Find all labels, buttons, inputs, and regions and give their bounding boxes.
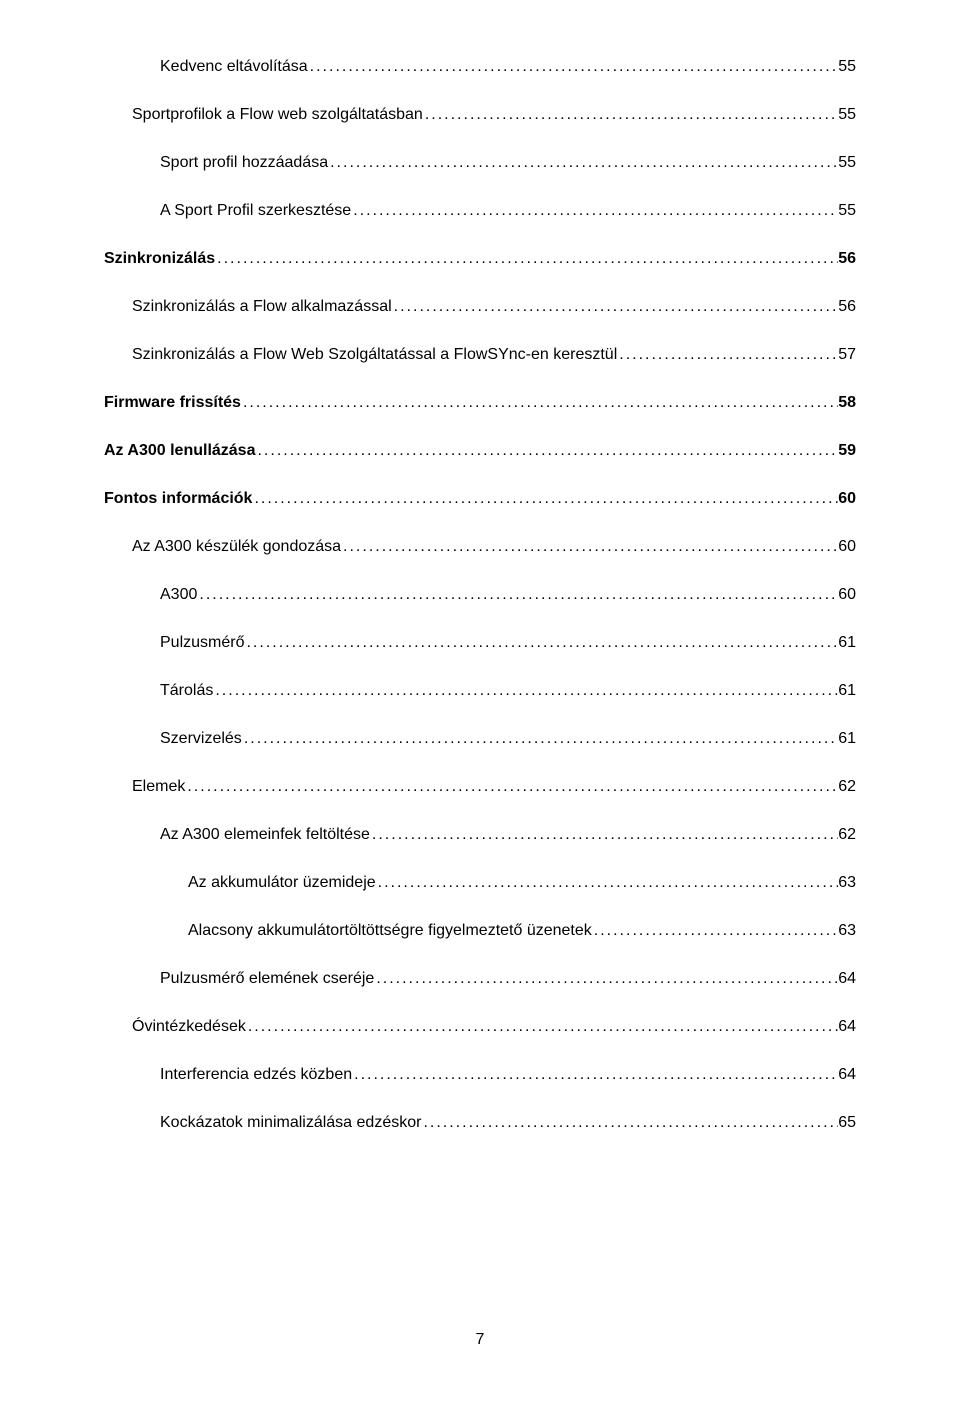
- toc-entry-page: 60: [838, 490, 856, 508]
- toc-entry-label: Sport profil hozzáadása: [160, 154, 328, 172]
- toc-entry: Sport profil hozzáadása 55: [104, 154, 856, 172]
- toc-leader-dots: [241, 394, 838, 412]
- toc-entry-page: 56: [838, 250, 856, 268]
- toc-entry: Kockázatok minimalizálása edzéskor 65: [104, 1114, 856, 1132]
- toc-entry-page: 58: [838, 394, 856, 412]
- toc-entry-label: Az A300 lenullázása: [104, 442, 255, 460]
- toc-entry-page: 55: [838, 106, 856, 124]
- toc-entry: Pulzusmérő 61: [104, 634, 856, 652]
- toc-entry-label: Az A300 készülék gondozása: [132, 538, 341, 556]
- toc-entry: Alacsony akkumulátortöltöttségre figyelm…: [104, 922, 856, 940]
- toc-entry-page: 64: [838, 1018, 856, 1036]
- toc-entry-page: 57: [838, 346, 856, 364]
- toc-entry-page: 56: [838, 298, 856, 316]
- toc-entry: Az A300 készülék gondozása 60: [104, 538, 856, 556]
- toc-entry-label: A Sport Profil szerkesztése: [160, 202, 351, 220]
- toc-entry-label: Sportprofilok a Flow web szolgáltatásban: [132, 106, 423, 124]
- toc-entry-page: 60: [838, 586, 856, 604]
- toc-leader-dots: [392, 298, 839, 316]
- toc-entry-page: 64: [838, 970, 856, 988]
- toc-entry-label: Pulzusmérő elemének cseréje: [160, 970, 374, 988]
- toc-entry-page: 61: [838, 682, 856, 700]
- toc-entry-label: Fontos információk: [104, 490, 252, 508]
- toc-leader-dots: [592, 922, 838, 940]
- toc-leader-dots: [374, 970, 838, 988]
- toc-leader-dots: [255, 442, 838, 460]
- toc-entry: Szervizelés 61: [104, 730, 856, 748]
- toc-entry-label: Az akkumulátor üzemideje: [188, 874, 376, 892]
- toc-entry: Pulzusmérő elemének cseréje 64: [104, 970, 856, 988]
- toc-entry: Fontos információk 60: [104, 490, 856, 508]
- toc-entry: Szinkronizálás 56: [104, 250, 856, 268]
- toc-entry-label: Interferencia edzés közben: [160, 1066, 352, 1084]
- toc-entry-label: A300: [160, 586, 197, 604]
- page-number: 7: [0, 1331, 960, 1349]
- toc-entry-label: Tárolás: [160, 682, 213, 700]
- toc-entry: Szinkronizálás a Flow alkalmazással 56: [104, 298, 856, 316]
- toc-entry: Tárolás 61: [104, 682, 856, 700]
- toc-entry: A300 60: [104, 586, 856, 604]
- toc-entry: Firmware frissítés 58: [104, 394, 856, 412]
- toc-entry-page: 65: [838, 1114, 856, 1132]
- toc-entry-page: 62: [838, 826, 856, 844]
- toc-entry: Az A300 elemeinfek feltöltése 62: [104, 826, 856, 844]
- toc-entry: Elemek 62: [104, 778, 856, 796]
- toc-entry-page: 63: [838, 874, 856, 892]
- toc-entry-page: 63: [838, 922, 856, 940]
- toc-entry-label: Alacsony akkumulátortöltöttségre figyelm…: [188, 922, 592, 940]
- toc-leader-dots: [421, 1114, 838, 1132]
- toc-entry: Sportprofilok a Flow web szolgáltatásban…: [104, 106, 856, 124]
- toc-leader-dots: [617, 346, 838, 364]
- toc-entry-page: 55: [838, 154, 856, 172]
- toc-leader-dots: [197, 586, 838, 604]
- toc-entry: Kedvenc eltávolítása 55: [104, 58, 856, 76]
- toc-entry-page: 61: [838, 730, 856, 748]
- toc-leader-dots: [252, 490, 838, 508]
- toc-entry: Az A300 lenullázása 59: [104, 442, 856, 460]
- toc-entry-page: 62: [838, 778, 856, 796]
- toc-entry: Interferencia edzés közben 64: [104, 1066, 856, 1084]
- toc-entry-label: Szinkronizálás a Flow Web Szolgáltatássa…: [132, 346, 617, 364]
- toc-leader-dots: [213, 682, 838, 700]
- toc-entry-label: Szervizelés: [160, 730, 242, 748]
- toc-entry-label: Kockázatok minimalizálása edzéskor: [160, 1114, 421, 1132]
- toc-leader-dots: [185, 778, 838, 796]
- toc-leader-dots: [308, 58, 839, 76]
- toc-entry-label: Szinkronizálás: [104, 250, 215, 268]
- toc-leader-dots: [244, 634, 838, 652]
- toc-leader-dots: [328, 154, 838, 172]
- toc-leader-dots: [351, 202, 838, 220]
- toc-entry-page: 55: [838, 202, 856, 220]
- toc-leader-dots: [215, 250, 838, 268]
- toc-leader-dots: [352, 1066, 838, 1084]
- toc-entry-page: 59: [838, 442, 856, 460]
- toc-entry: Óvintézkedések 64: [104, 1018, 856, 1036]
- toc-entry: Az akkumulátor üzemideje 63: [104, 874, 856, 892]
- toc-entry-page: 55: [838, 58, 856, 76]
- toc-leader-dots: [246, 1018, 838, 1036]
- toc-leader-dots: [376, 874, 839, 892]
- toc-entry-label: Szinkronizálás a Flow alkalmazással: [132, 298, 392, 316]
- toc-entry-label: Elemek: [132, 778, 185, 796]
- toc-entry-label: Firmware frissítés: [104, 394, 241, 412]
- toc-entry-label: Kedvenc eltávolítása: [160, 58, 308, 76]
- toc-entry-page: 60: [838, 538, 856, 556]
- toc-leader-dots: [423, 106, 838, 124]
- toc-leader-dots: [242, 730, 838, 748]
- table-of-contents: Kedvenc eltávolítása55Sportprofilok a Fl…: [104, 58, 856, 1132]
- toc-entry-page: 64: [838, 1066, 856, 1084]
- page: Kedvenc eltávolítása55Sportprofilok a Fl…: [0, 0, 960, 1407]
- toc-leader-dots: [341, 538, 838, 556]
- toc-entry: Szinkronizálás a Flow Web Szolgáltatássa…: [104, 346, 856, 364]
- toc-entry-label: Az A300 elemeinfek feltöltése: [160, 826, 370, 844]
- toc-entry-label: Pulzusmérő: [160, 634, 244, 652]
- toc-entry-label: Óvintézkedések: [132, 1018, 246, 1036]
- toc-leader-dots: [370, 826, 838, 844]
- toc-entry: A Sport Profil szerkesztése 55: [104, 202, 856, 220]
- toc-entry-page: 61: [838, 634, 856, 652]
